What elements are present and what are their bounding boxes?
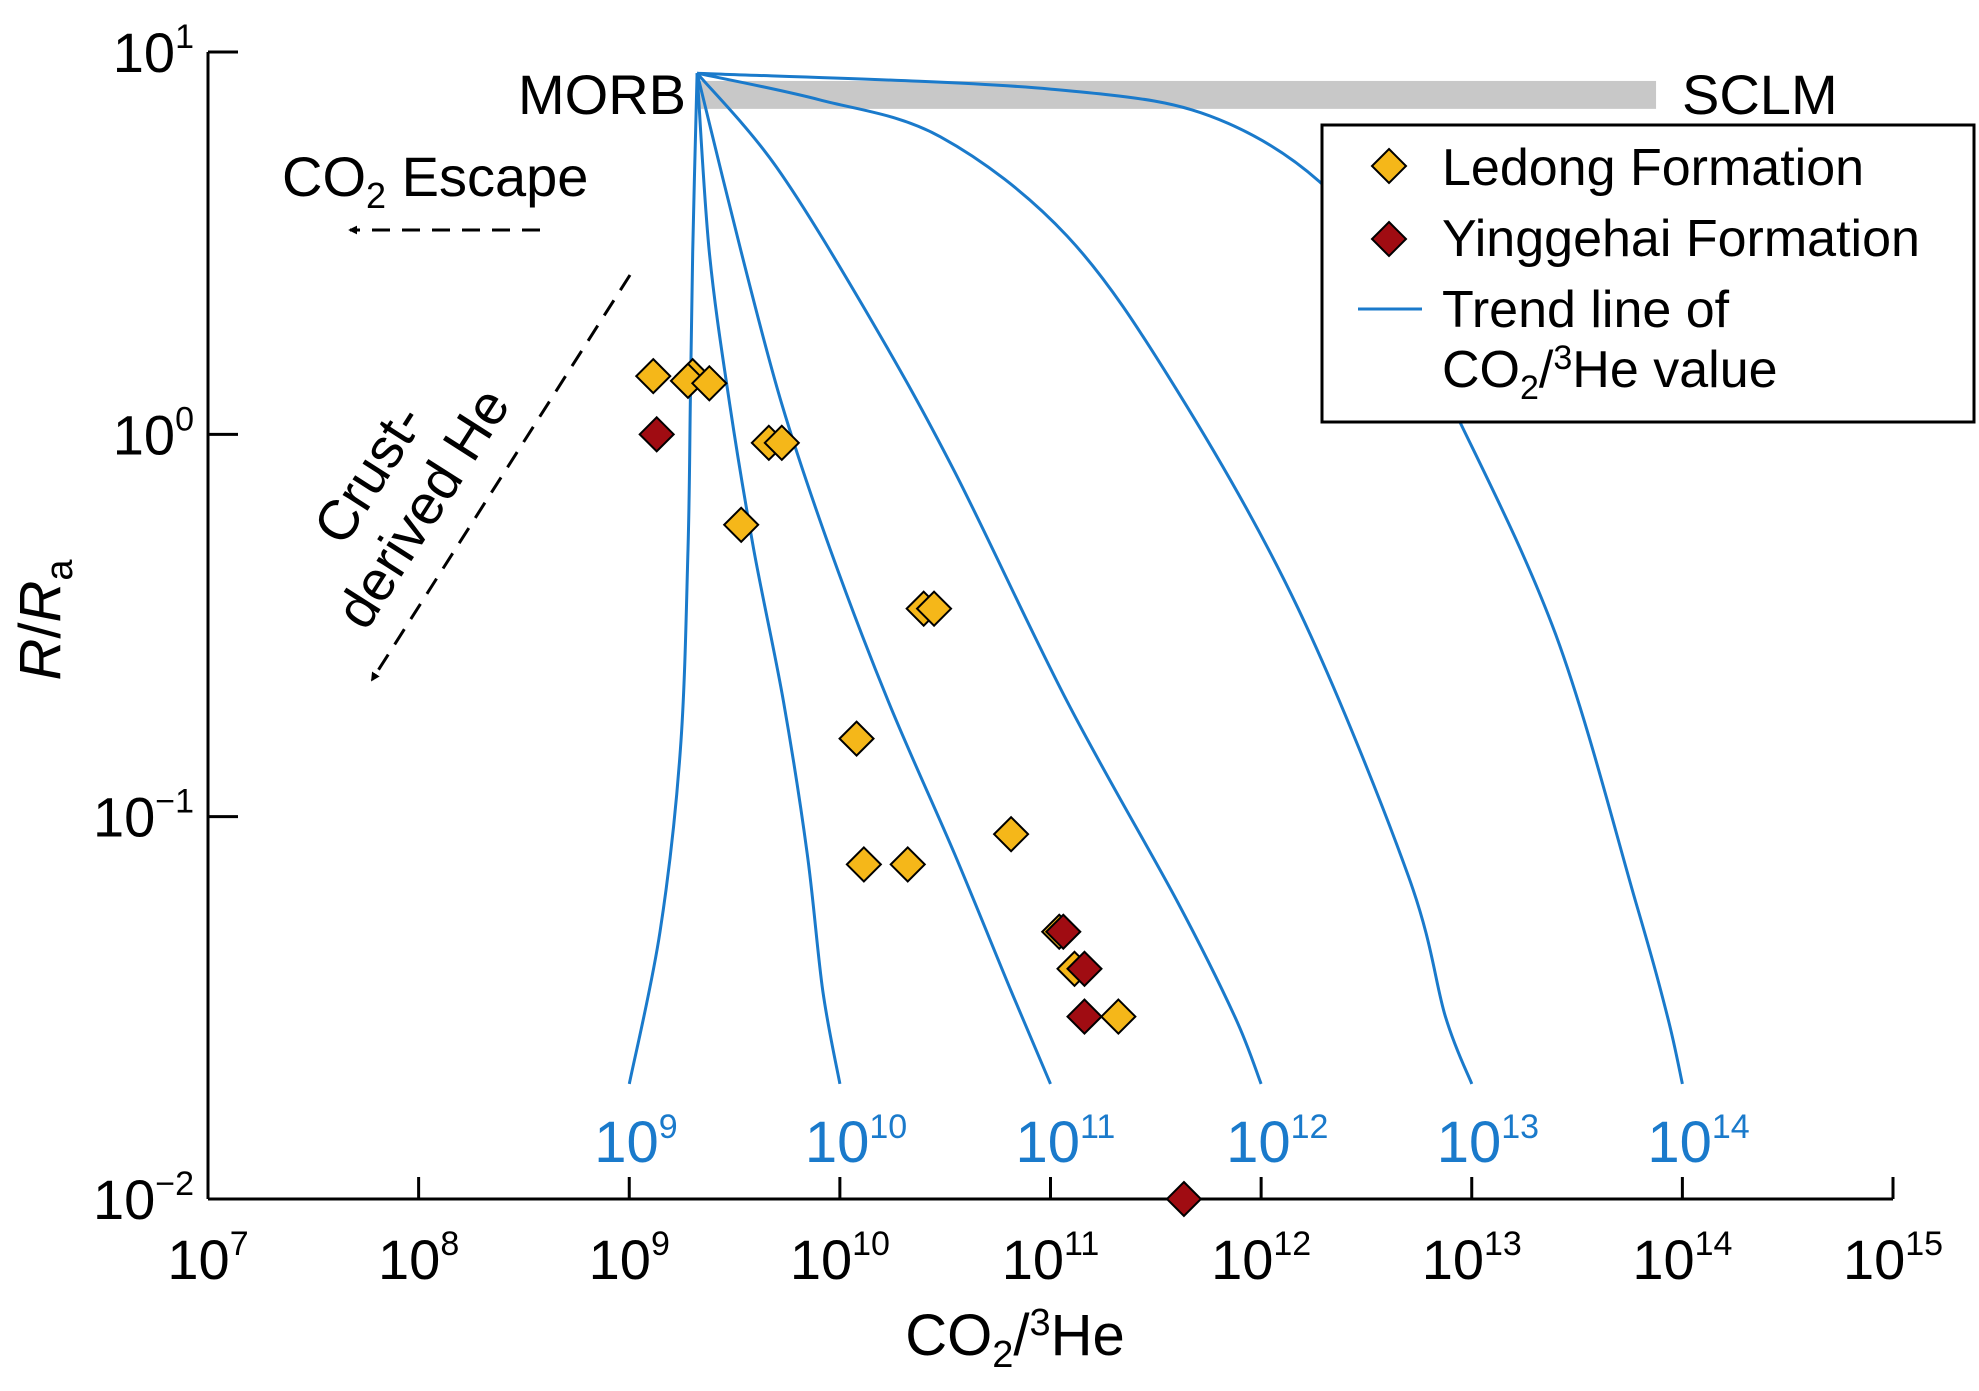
point-yinggehai-formation xyxy=(1044,913,1082,951)
trend-curve-1e11 xyxy=(695,72,1052,1085)
y-axis-title: R/Ra xyxy=(8,559,81,681)
sclm-label: SCLM xyxy=(1682,63,1838,126)
point-yinggehai-formation xyxy=(1165,1180,1203,1218)
trend-curve-1e9 xyxy=(627,73,699,1085)
curve-label-1e14: 1014 xyxy=(1647,1108,1749,1175)
x-tick-label: 1011 xyxy=(1002,1225,1100,1291)
x-tick-label: 1012 xyxy=(1211,1225,1311,1291)
morb-label: MORB xyxy=(518,63,686,126)
trend-curve-1e13 xyxy=(696,71,1474,1085)
point-ledong-formation xyxy=(992,815,1030,853)
x-axis-title: CO2/3He xyxy=(905,1302,1125,1376)
legend-marker-ledong xyxy=(1370,147,1408,185)
x-tick-label: 1015 xyxy=(1843,1225,1943,1291)
point-ledong-formation xyxy=(889,846,927,883)
trend-curve-1e12 xyxy=(695,72,1263,1085)
x-tick-label: 1010 xyxy=(790,1225,890,1291)
y-tick-label: 101 xyxy=(113,18,194,84)
point-yinggehai-formation xyxy=(638,415,676,453)
x-tick-label: 1014 xyxy=(1632,1225,1732,1291)
y-tick-label: 100 xyxy=(113,400,194,466)
crust-derived-label: Crust- derived He xyxy=(301,377,522,639)
y-ticks: 101 100 10−1 10−2 xyxy=(93,18,238,1231)
point-yinggehai-formation xyxy=(1066,998,1103,1035)
point-ledong-formation xyxy=(1099,998,1137,1035)
curve-label-1e12: 1012 xyxy=(1226,1108,1328,1175)
point-ledong-formation xyxy=(690,364,728,402)
curve-labels: 109 1010 1011 1012 1013 1014 xyxy=(594,1108,1749,1175)
data-points xyxy=(634,357,1203,1218)
trend-curve-1e10 xyxy=(695,73,842,1085)
point-ledong-formation xyxy=(838,720,875,758)
point-ledong-formation xyxy=(915,590,953,628)
point-ledong-formation xyxy=(763,424,801,462)
legend-label-yinggehai: Yinggehai Formation xyxy=(1442,210,1920,268)
curve-label-1e10: 1010 xyxy=(805,1108,907,1175)
legend-label-trend-line1: Trend line of xyxy=(1442,281,1730,339)
legend-marker-yinggehai xyxy=(1370,220,1408,258)
point-ledong-formation xyxy=(634,357,672,395)
x-tick-label: 109 xyxy=(589,1225,670,1291)
legend-label-trend-line2: CO2/3He value xyxy=(1442,339,1778,407)
crust-derived-arrow xyxy=(370,274,632,682)
sclm-band xyxy=(697,80,1657,109)
curve-label-1e9: 109 xyxy=(594,1108,677,1175)
x-tick-label: 107 xyxy=(167,1225,248,1291)
x-tick-label: 108 xyxy=(378,1225,459,1291)
curve-label-1e11: 1011 xyxy=(1016,1108,1116,1175)
legend-label-ledong: Ledong Formation xyxy=(1442,139,1864,197)
y-tick-label: 10−1 xyxy=(93,783,194,849)
legend-box xyxy=(1320,123,1976,424)
curve-label-1e13: 1013 xyxy=(1437,1108,1539,1175)
x-tick-label: 1013 xyxy=(1422,1225,1522,1291)
point-ledong-formation xyxy=(722,506,760,544)
co2-escape-label: CO2 Escape xyxy=(282,145,588,216)
legend: Ledong Formation Yinggehai Formation Tre… xyxy=(1320,123,1976,424)
point-yinggehai-formation xyxy=(1066,950,1103,988)
point-ledong-formation xyxy=(845,846,883,883)
y-tick-label: 10−2 xyxy=(93,1165,194,1231)
x-ticks: 107 108 109 1010 1011 1012 1013 1014 1015 xyxy=(167,1177,1943,1291)
